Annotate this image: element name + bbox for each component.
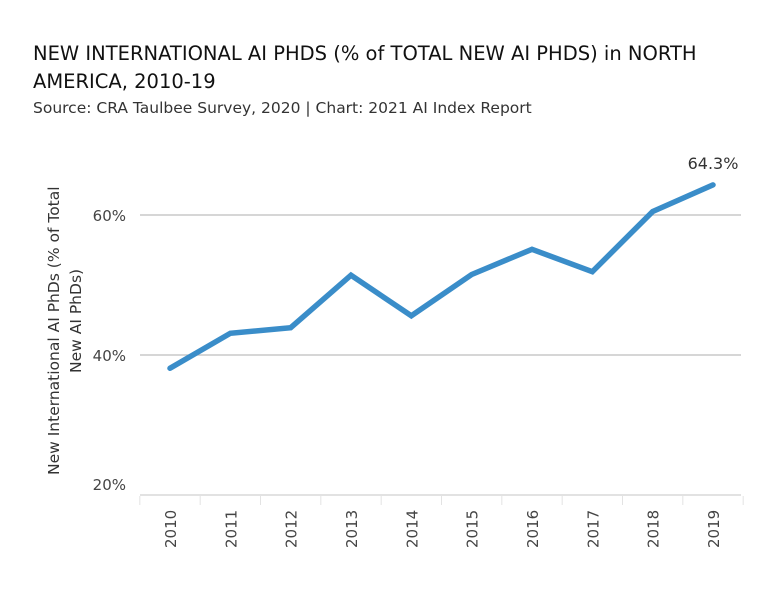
x-tick-label: 2011 (222, 510, 240, 548)
x-tick-label: 2012 (283, 510, 301, 548)
series-line (167, 182, 716, 372)
x-tick-label: 2015 (464, 510, 482, 548)
x-tick-label: 2013 (343, 510, 361, 548)
x-tick-label: 2019 (705, 510, 723, 548)
x-tick-label: 2018 (645, 510, 663, 548)
y-axis-title-line1: New International AI PhDs (% of Total (45, 186, 63, 475)
chart-title: NEW INTERNATIONAL AI PHDS (% of TOTAL NE… (33, 42, 697, 93)
y-tick-label: 60% (93, 207, 126, 225)
y-tick-label: 40% (93, 347, 126, 365)
x-tick-label: 2017 (584, 510, 602, 548)
x-tick-label: 2016 (524, 510, 542, 548)
chart-subtitle: Source: CRA Taulbee Survey, 2020 | Chart… (33, 99, 532, 117)
y-axis-title-line2: New AI PhDs) (67, 269, 85, 373)
last-value-label: 64.3% (688, 154, 739, 173)
x-tick-label: 2010 (162, 510, 180, 548)
x-tick-label: 2014 (403, 510, 421, 548)
y-tick-label: 20% (93, 476, 126, 494)
